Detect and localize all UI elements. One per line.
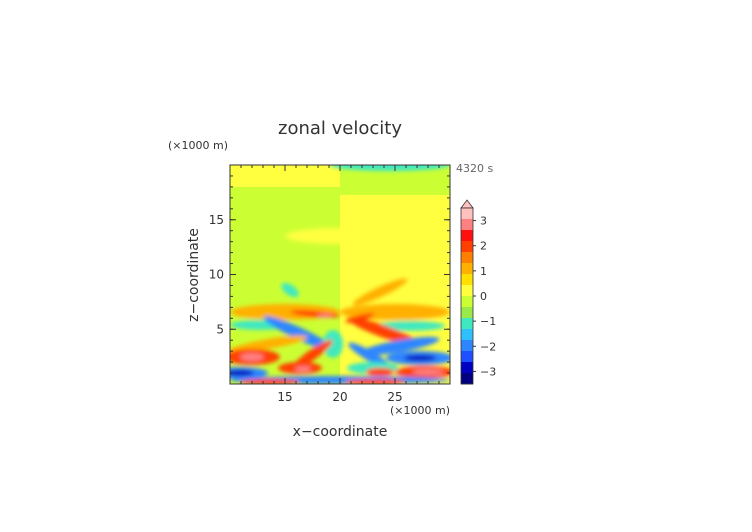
colorbar-swatch (461, 329, 473, 341)
colorbar-tick-label: 3 (480, 215, 487, 228)
left-cyan-lobe (281, 282, 299, 298)
top-right-cyan-band (330, 165, 450, 171)
colorbar-tick-label: 2 (480, 240, 487, 253)
x-tick-label: 20 (332, 390, 347, 404)
right-orange-lobe (352, 278, 408, 306)
time-label: 4320 s (456, 162, 493, 175)
colorbar-swatch (461, 252, 473, 264)
right-blue-band (360, 336, 440, 356)
center-cyan-column (323, 330, 343, 358)
left-pink-core (240, 353, 264, 361)
bottom-right-red-strip (345, 379, 405, 384)
x-tick-label: 15 (277, 390, 292, 404)
right-lower-red (366, 368, 394, 376)
x-axis-label: x−coordinate (293, 424, 388, 440)
y-tick-label: 5 (216, 322, 224, 336)
colorbar-swatch (461, 219, 473, 231)
colorbar-swatch (461, 351, 473, 363)
colorbar-swatch (461, 307, 473, 319)
velocity-field (230, 165, 450, 384)
chart-title: zonal velocity (278, 118, 402, 139)
colorbar-tick-label: 0 (480, 290, 487, 303)
field-features (230, 165, 450, 384)
bottom-right-pink (412, 369, 444, 375)
bottom-left-navy (230, 370, 254, 376)
colorbar-swatch (461, 230, 473, 242)
x-tick-label: 25 (387, 390, 402, 404)
colorbar-swatch (461, 318, 473, 330)
right-navy-core (404, 355, 436, 361)
z-axis-unit: (×1000 m) (168, 139, 228, 152)
colorbar-swatch (461, 241, 473, 253)
left-orange-band (230, 335, 308, 353)
colorbar-swatch (461, 296, 473, 308)
y-axis: 5 10 15 (209, 164, 450, 385)
x-axis: 15 20 25 (229, 165, 451, 404)
y-tick-label: 10 (209, 268, 224, 282)
y-tick-label: 15 (209, 213, 224, 227)
upper-left-pink-core (317, 314, 333, 318)
x-axis-unit: (×1000 m) (390, 404, 450, 417)
colorbar-swatch (461, 208, 473, 220)
colorbar-swatch (461, 285, 473, 297)
colorbar-tick-label: −1 (480, 315, 496, 328)
mid-upper-yellow-lens (285, 228, 395, 244)
colorbar-tick-label: 1 (480, 265, 487, 278)
colorbar-swatch (461, 274, 473, 286)
field-top-left-band (230, 165, 340, 187)
colorbar-tick-label: −3 (480, 365, 496, 378)
colorbar-swatch (461, 263, 473, 275)
colorbar-tick-label: −2 (480, 340, 496, 353)
y-axis-label: z−coordinate (186, 228, 202, 322)
colorbar-swatch (461, 340, 473, 352)
colorbar-extend-arrow (460, 199, 474, 209)
colorbar-swatch (461, 373, 473, 385)
left-lower-pink (295, 366, 311, 372)
colorbar: 3 2 1 0 −1 −2 −3 (460, 199, 496, 385)
left-blue-diagonal (263, 316, 337, 352)
colorbar-swatch (461, 362, 473, 374)
